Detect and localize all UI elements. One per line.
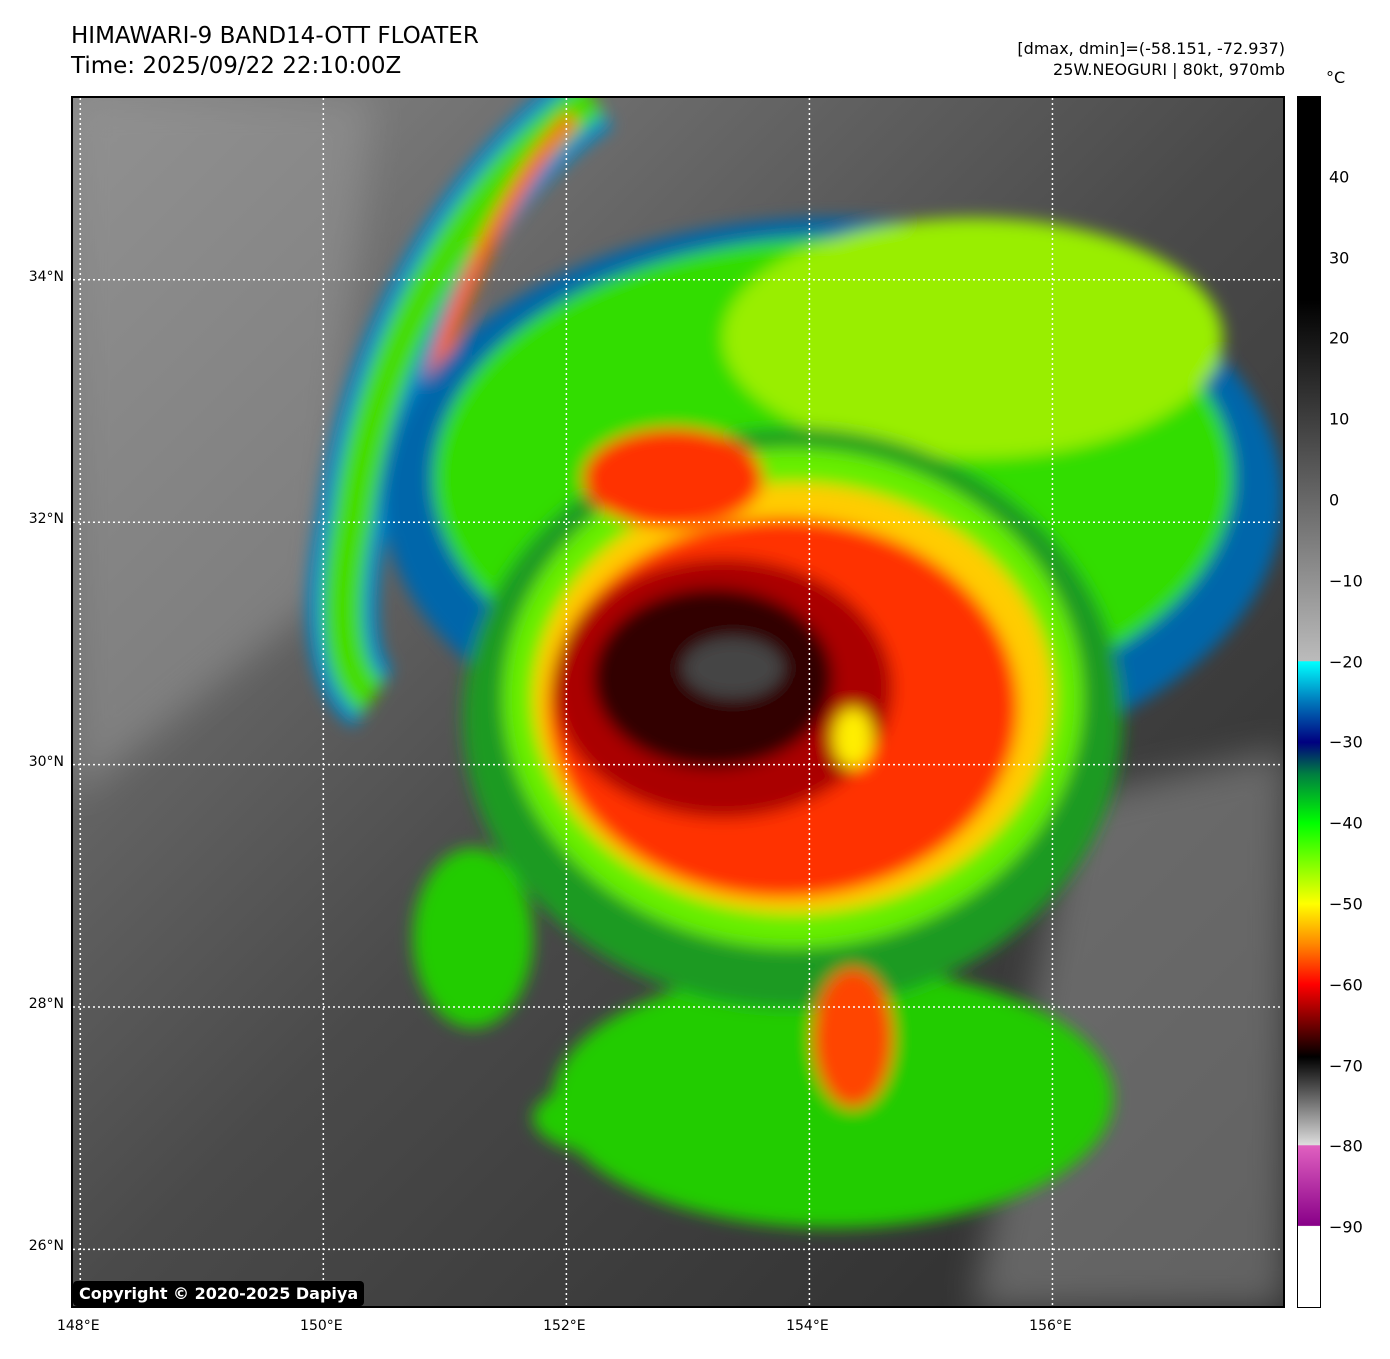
colorbar-tick: −60 <box>1329 975 1363 995</box>
lon-label: 152°E <box>543 1318 586 1334</box>
colorbar-tick: 40 <box>1329 167 1350 187</box>
colorbar-tick: −20 <box>1329 652 1363 672</box>
colorbar-tick: 0 <box>1329 490 1340 510</box>
lon-label: 156°E <box>1029 1318 1072 1334</box>
colorbar-tick: −40 <box>1329 813 1363 833</box>
storm-info: 25W.NEOGURI | 80kt, 970mb <box>1053 60 1285 79</box>
colorbar-tick: −30 <box>1329 732 1363 752</box>
colorbar-tick: 20 <box>1329 328 1350 348</box>
colorbar-tick: −90 <box>1329 1217 1363 1237</box>
lat-label: 30°N <box>28 753 64 770</box>
colorbar-tick: −80 <box>1329 1136 1363 1156</box>
graticule <box>73 98 1283 1306</box>
copyright-label: Copyright © 2020-2025 Dapiya <box>73 1281 365 1306</box>
colorbar-tick: 30 <box>1329 248 1350 268</box>
lon-label: 150°E <box>300 1318 343 1334</box>
colorbar-tick: −70 <box>1329 1056 1363 1076</box>
colorbar-tick: −50 <box>1329 894 1363 914</box>
colorbar-tick: −10 <box>1329 571 1363 591</box>
lat-label: 34°N <box>28 268 64 285</box>
infrared-imagery <box>73 98 1283 1306</box>
product-title: HIMAWARI-9 BAND14-OTT FLOATER <box>71 23 479 49</box>
satellite-map <box>71 96 1285 1308</box>
lon-label: 148°E <box>56 1318 100 1334</box>
lat-label: 26°N <box>28 1238 64 1255</box>
colorbar <box>1297 96 1321 1308</box>
data-range: [dmax, dmin]=(-58.151, -72.937) <box>1017 39 1285 58</box>
colorbar-unit: °C <box>1326 68 1346 87</box>
colorbar-tick: 10 <box>1329 409 1350 429</box>
lat-label: 28°N <box>28 996 64 1012</box>
observation-time: Time: 2025/09/22 22:10:00Z <box>71 53 402 79</box>
lat-label: 32°N <box>28 511 64 528</box>
lon-label: 154°E <box>786 1318 829 1334</box>
